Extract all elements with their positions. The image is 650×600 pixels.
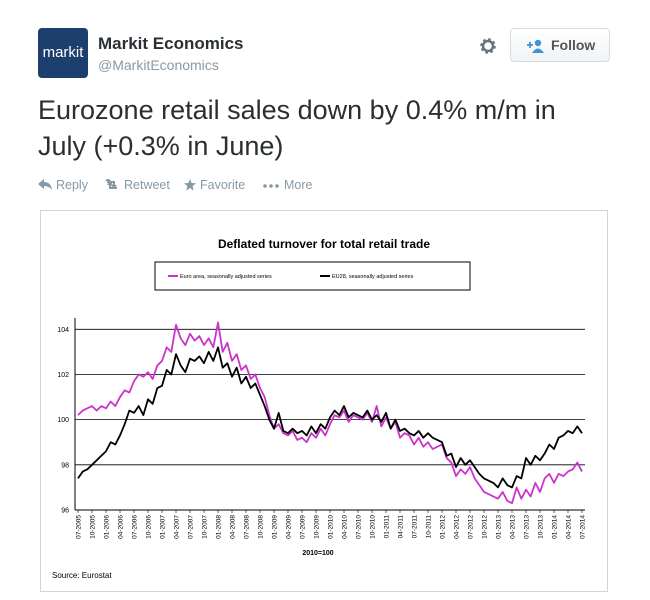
more-icon <box>263 184 279 188</box>
favorite-label: Favorite <box>200 178 246 192</box>
chart-source: Source: Eurostat <box>52 571 112 580</box>
follow-icon <box>527 39 544 53</box>
x-tick-label: 07-2009 <box>299 515 306 539</box>
x-axis-label: 2010=100 <box>302 550 333 557</box>
legend-label: Euro area, seasonally adjusted series <box>180 274 272 280</box>
chart[interactable]: Deflated turnover for total retail trade… <box>40 210 608 592</box>
retweet-action[interactable]: Retweet <box>104 178 170 192</box>
more-action[interactable]: More <box>262 178 312 192</box>
x-tick-label: 10-2012 <box>481 515 488 539</box>
retweet-icon <box>105 178 117 189</box>
settings-icon[interactable] <box>478 36 498 56</box>
y-tick-label: 98 <box>61 462 69 469</box>
x-tick-label: 07-2010 <box>355 515 362 539</box>
x-tick-label: 07-2006 <box>131 515 138 539</box>
x-tick-label: 07-2007 <box>187 515 194 539</box>
x-tick-label: 10-2008 <box>257 515 264 539</box>
x-tick-label: 04-2014 <box>565 515 572 539</box>
y-tick-label: 104 <box>57 327 69 334</box>
x-tick-label: 01-2013 <box>495 515 502 539</box>
x-tick-label: 07-2012 <box>467 515 474 539</box>
x-tick-label: 01-2007 <box>159 515 166 539</box>
follow-label: Follow <box>551 37 596 53</box>
x-tick-label: 10-2009 <box>313 515 320 539</box>
x-tick-label: 10-2010 <box>369 515 376 539</box>
x-tick-label: 01-2006 <box>103 515 110 539</box>
y-tick-label: 96 <box>61 508 69 515</box>
x-tick-label: 04-2009 <box>285 515 292 539</box>
legend-box <box>154 261 471 291</box>
x-tick-label: 10-2013 <box>537 515 544 539</box>
x-tick-label: 07-2008 <box>243 515 250 539</box>
x-tick-label: 10-2007 <box>201 515 208 539</box>
x-tick-label: 04-2013 <box>509 515 516 539</box>
series-line <box>77 321 583 505</box>
reply-label: Reply <box>56 178 88 192</box>
x-tick-label: 01-2011 <box>383 515 390 539</box>
favorite-icon <box>184 179 196 191</box>
more-label: More <box>284 178 313 192</box>
follow-button[interactable]: Follow <box>510 28 610 62</box>
chart-title: Deflated turnover for total retail trade <box>218 237 430 251</box>
x-tick-label: 10-2011 <box>425 515 432 539</box>
retweet-label: Retweet <box>124 178 170 192</box>
x-tick-label: 04-2012 <box>453 515 460 539</box>
x-tick-label: 04-2011 <box>397 515 404 539</box>
legend-label: EU28, seasonally adjusted series <box>332 274 414 280</box>
x-tick-label: 10-2005 <box>89 515 96 539</box>
x-tick-label: 01-2012 <box>439 515 446 539</box>
avatar[interactable]: markit <box>38 28 88 78</box>
x-tick-label: 07-2014 <box>579 515 586 539</box>
series-line <box>77 346 583 489</box>
reply-icon <box>38 179 52 190</box>
x-tick-label: 07-2013 <box>523 515 530 539</box>
reply-action[interactable]: Reply <box>38 178 88 192</box>
x-tick-label: 07-2005 <box>75 515 82 539</box>
tweet-text: Eurozone retail sales down by 0.4% m/m i… <box>38 95 556 161</box>
x-tick-label: 04-2007 <box>173 515 180 539</box>
favorite-action[interactable]: Favorite <box>184 178 245 192</box>
x-tick-label: 01-2014 <box>551 515 558 539</box>
x-tick-label: 04-2006 <box>117 515 124 539</box>
x-tick-label: 10-2006 <box>145 515 152 539</box>
x-tick-label: 01-2010 <box>327 515 334 539</box>
x-tick-label: 04-2008 <box>229 515 236 539</box>
x-tick-label: 07-2011 <box>411 515 418 539</box>
user-handle[interactable]: @MarkitEconomics <box>98 57 219 73</box>
y-tick-label: 102 <box>57 372 69 379</box>
x-tick-label: 01-2008 <box>215 515 222 539</box>
x-tick-label: 01-2009 <box>271 515 278 539</box>
user-name[interactable]: Markit Economics <box>98 34 244 53</box>
x-tick-label: 04-2010 <box>341 515 348 539</box>
y-tick-label: 100 <box>57 417 69 424</box>
